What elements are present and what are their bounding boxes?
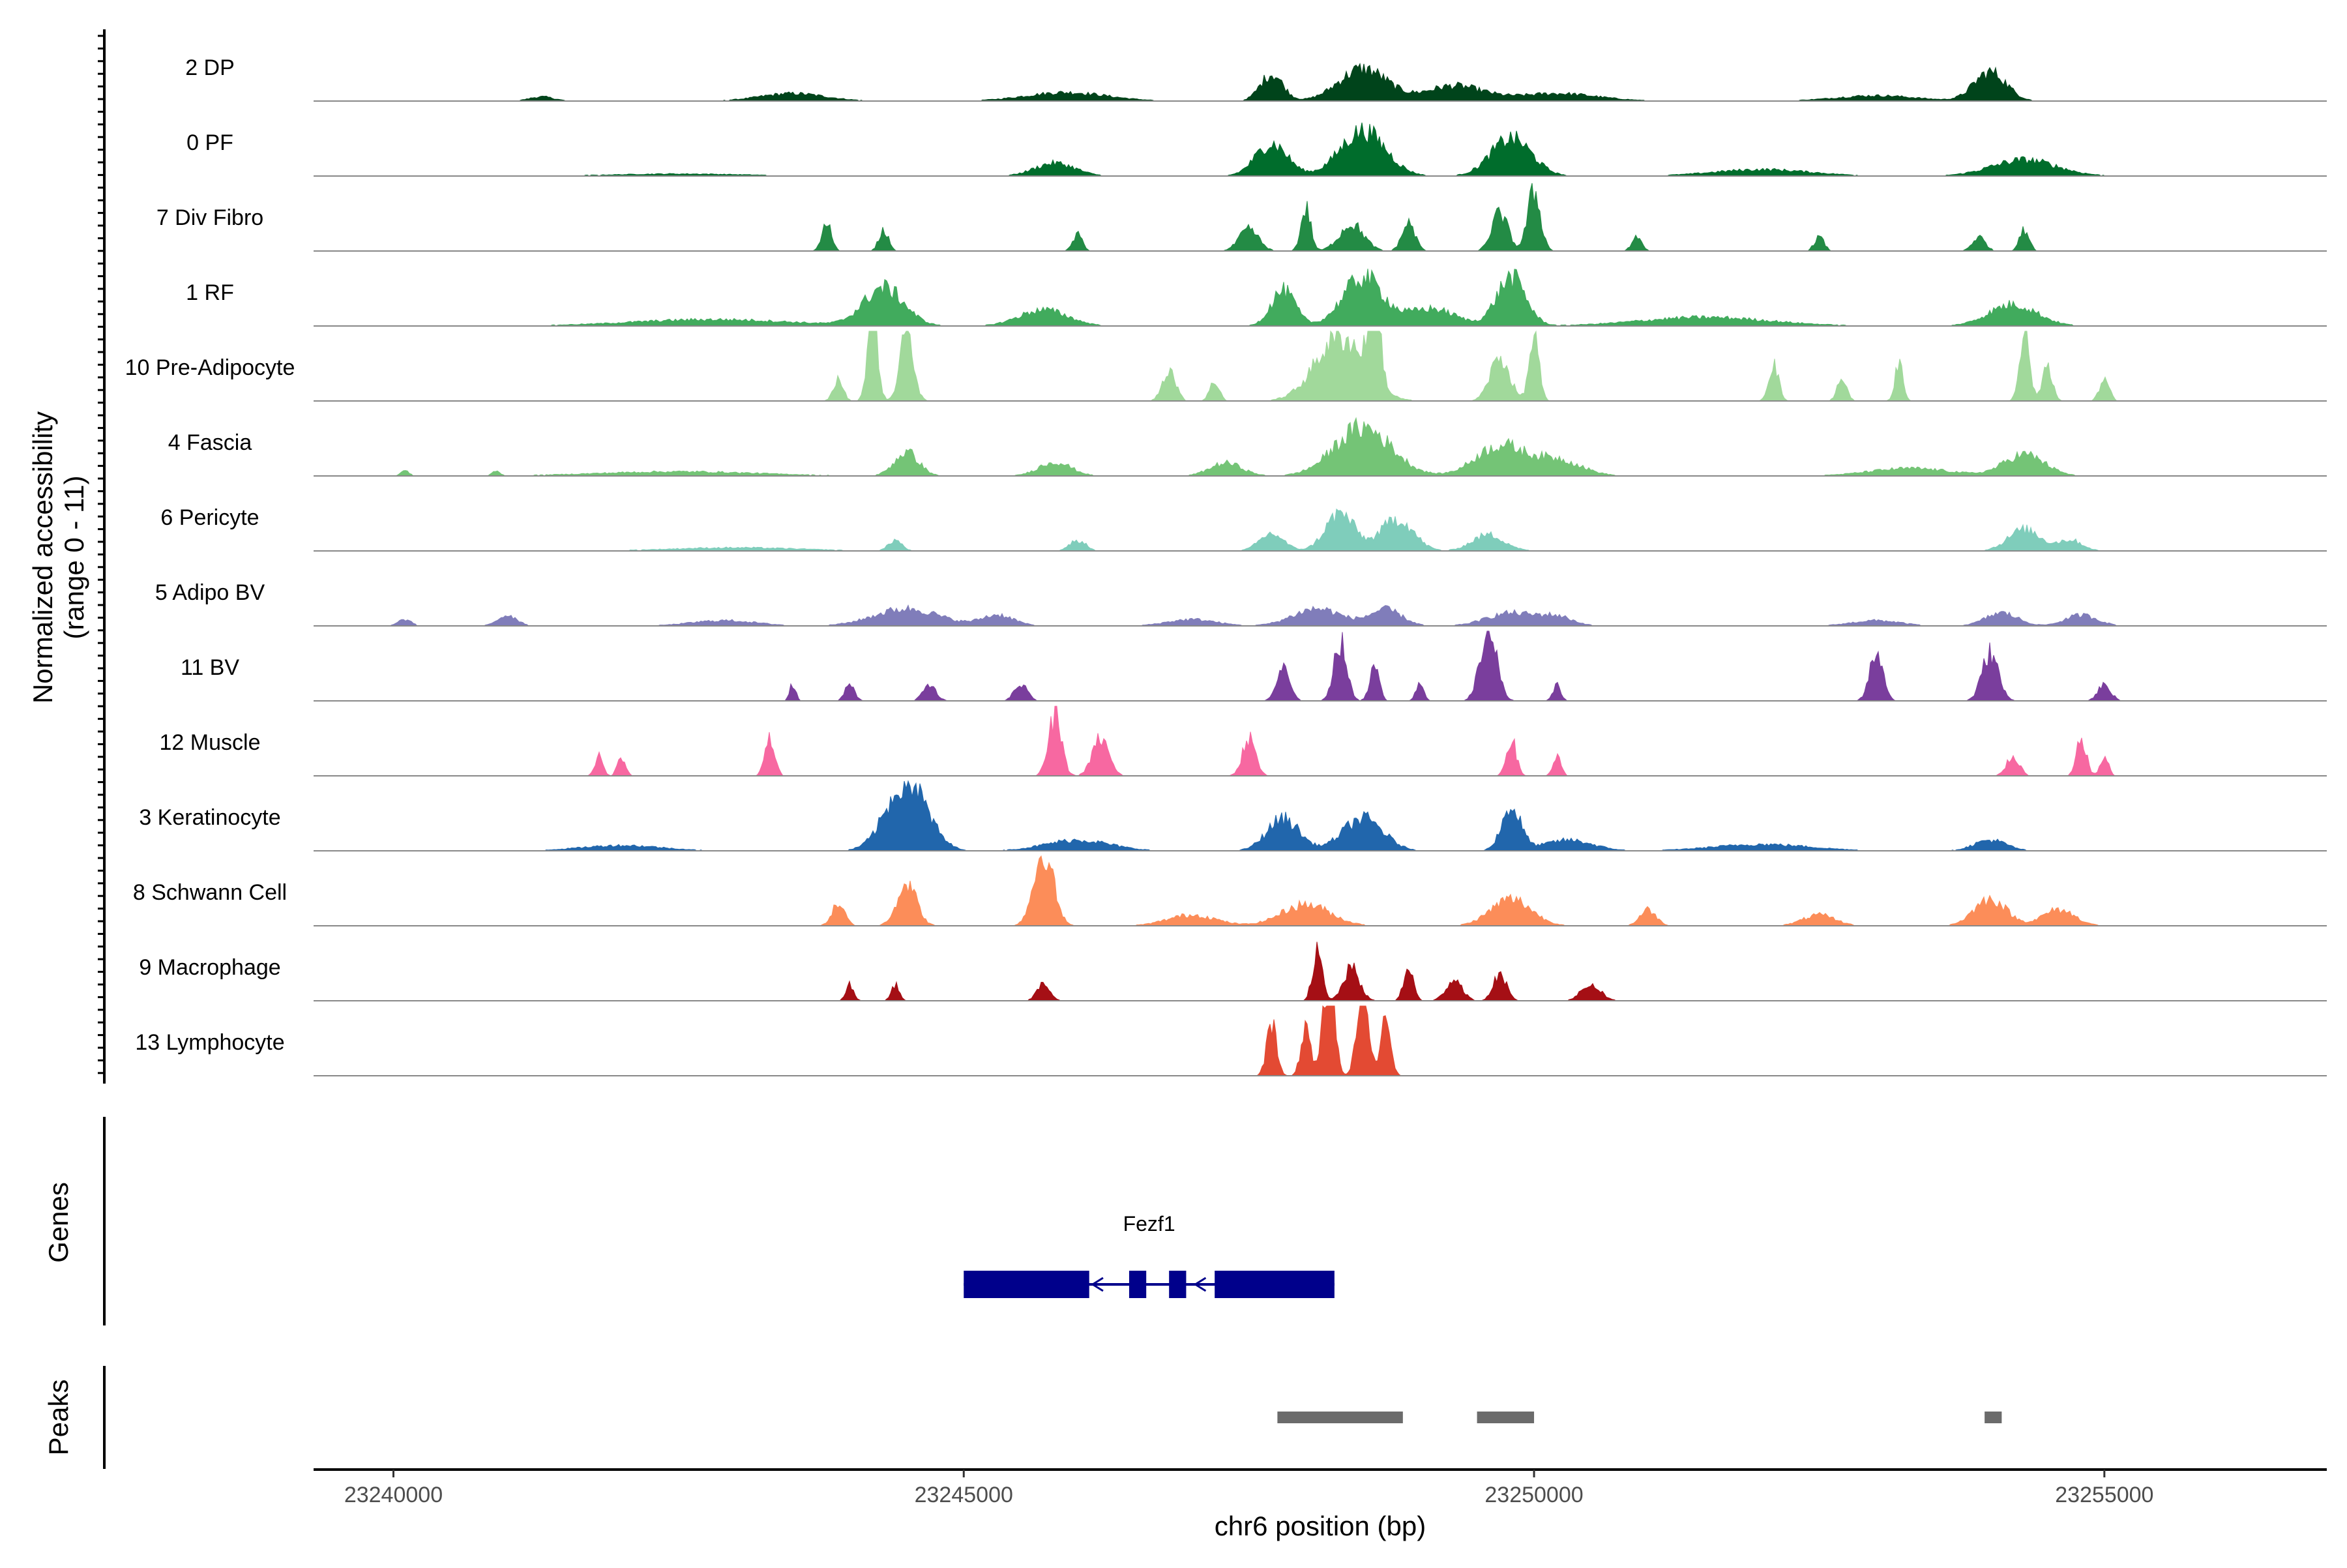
coverage-area [314, 123, 2236, 177]
track-label: 8 Schwann Cell [133, 880, 287, 905]
x-tick-label: 23245000 [915, 1483, 1013, 1507]
peaks-panel: Peaks [43, 1366, 2002, 1469]
track-5-adipo-bv: 5 Adipo BV [155, 580, 2327, 627]
track-label: 13 Lymphocyte [135, 1030, 284, 1055]
track-label: 7 Div Fibro [156, 205, 263, 230]
x-tick-label: 23240000 [344, 1483, 443, 1507]
track-1-rf: 1 RF [186, 269, 2327, 327]
track-label: 1 RF [186, 280, 234, 305]
x-tick-label: 23255000 [2055, 1483, 2153, 1507]
y-axis-title-line1: Normalized accessibility [27, 411, 58, 703]
track-0-pf: 0 PF [186, 123, 2327, 177]
peak-region [1985, 1412, 2002, 1423]
y-axis-title: Normalized accessibility (range 0 - 11) [27, 411, 89, 703]
track-label: 4 Fascia [168, 430, 252, 455]
gene-label: Fezf1 [1123, 1212, 1175, 1235]
coverage-area [314, 855, 2236, 926]
track-6-pericyte: 6 Pericyte [160, 505, 2327, 552]
track-label: 0 PF [186, 130, 233, 155]
strand-arrow-icon [1193, 1277, 1207, 1292]
coverage-area [314, 508, 2236, 552]
x-axis: chr6 position (bp) 23240000 23245000 23250… [314, 1468, 2327, 1541]
track-10-pre-adipocyte: 10 Pre-Adipocyte [125, 330, 2327, 402]
gene-exon [1215, 1271, 1335, 1298]
coverage-area [314, 780, 2236, 851]
track-label: 9 Macrophage [139, 955, 280, 980]
x-tick-label: 23250000 [1484, 1483, 1583, 1507]
track-3-keratinocyte: 3 Keratinocyte [139, 780, 2327, 851]
coverage-area [314, 330, 2236, 402]
coverage-area [314, 630, 2236, 702]
track-4-fascia: 4 Fascia [168, 417, 2327, 477]
genes-axis-title: Genes [43, 1182, 74, 1263]
peaks-axis-title: Peaks [43, 1380, 74, 1456]
coverage-area [314, 1005, 2236, 1076]
track-9-macrophage: 9 Macrophage [139, 941, 2327, 1001]
track-label: 5 Adipo BV [155, 580, 265, 605]
gene-exon [1169, 1271, 1187, 1298]
y-axis-title-line2: (range 0 - 11) [59, 475, 89, 639]
coverage-area [314, 63, 2236, 102]
track-11-bv: 11 BV [181, 630, 2327, 702]
gene-exon [964, 1271, 1089, 1298]
coverage-area [314, 417, 2236, 477]
track-8-schwann-cell: 8 Schwann Cell [133, 855, 2327, 926]
track-13-lymphocyte: 13 Lymphocyte [135, 1005, 2327, 1076]
track-label: 3 Keratinocyte [139, 805, 280, 830]
track-label: 6 Pericyte [160, 505, 259, 530]
strand-arrow-icon [1091, 1277, 1104, 1292]
track-2-dp: 2 DP [185, 55, 2327, 102]
x-axis-title: chr6 position (bp) [1215, 1511, 1426, 1541]
gene-exon [1129, 1271, 1147, 1298]
track-label: 12 Muscle [160, 730, 261, 755]
genes-panel: Genes Fezf1 [43, 1117, 1335, 1325]
peak-region [1477, 1412, 1535, 1423]
coverage-tracks: 2 DP 0 PF 7 Div Fibro 1 RF 10 Pre-Adipocyte 4… [98, 29, 2327, 1084]
track-7-div-fibro: 7 Div Fibro [156, 183, 2327, 252]
coverage-area [314, 269, 2236, 327]
coverage-area [314, 941, 2236, 1001]
track-label: 10 Pre-Adipocyte [125, 355, 295, 380]
coverage-area [314, 705, 2236, 777]
coverage-area [314, 183, 2236, 252]
track-label: 11 BV [181, 655, 239, 680]
coverage-area [314, 604, 2236, 627]
track-label: 2 DP [185, 55, 235, 80]
peak-region [1277, 1412, 1403, 1423]
track-12-muscle: 12 Muscle [160, 705, 2327, 777]
